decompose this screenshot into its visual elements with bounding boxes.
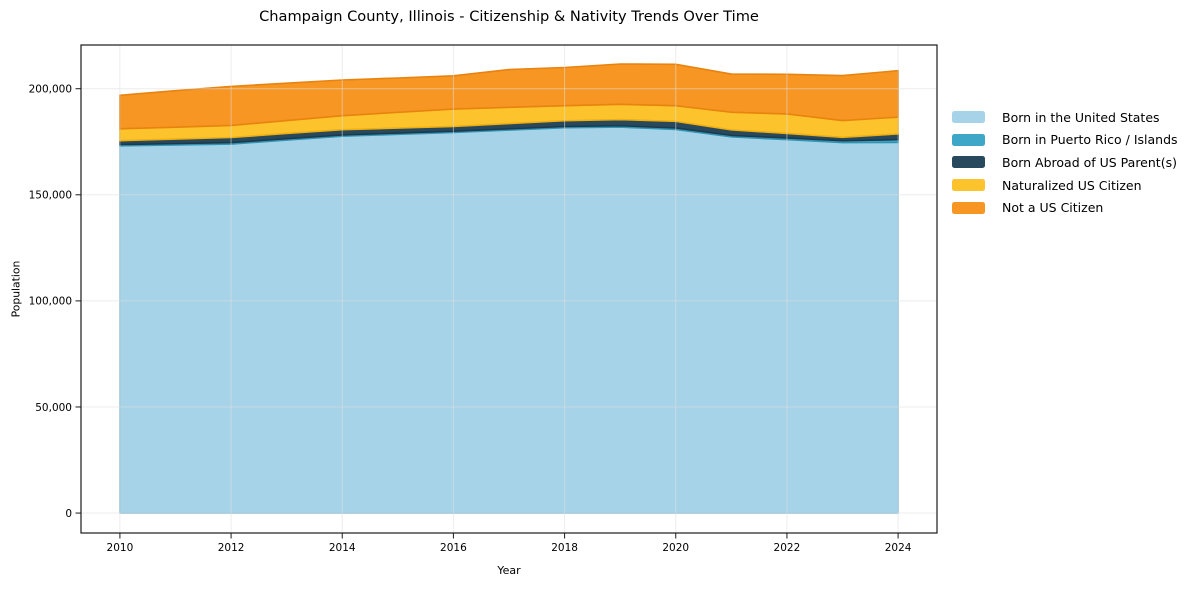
x-tick-label: 2010 [107, 542, 134, 554]
legend: Born in the United States Born in Puerto… [952, 106, 1178, 219]
legend-swatch-born-us [952, 111, 985, 124]
x-tick-label: 2014 [329, 542, 356, 554]
y-tick-label: 50,000 [35, 402, 72, 414]
plot-spines [80, 44, 938, 534]
legend-item: Not a US Citizen [952, 196, 1178, 219]
legend-swatch-born-pr [952, 133, 985, 146]
x-tick-label: 2024 [885, 542, 912, 554]
legend-swatch-not-citizen [952, 201, 985, 214]
legend-label: Naturalized US Citizen [1002, 177, 1142, 193]
x-tick-label: 2020 [662, 542, 689, 554]
x-tick-label: 2012 [218, 542, 245, 554]
legend-swatch-naturalized [952, 179, 985, 192]
legend-item: Born in the United States [952, 106, 1178, 129]
x-tick-label: 2016 [440, 542, 467, 554]
x-axis-label: Year [497, 564, 521, 577]
legend-label: Born in Puerto Rico / Islands [1002, 132, 1178, 148]
legend-item: Born in Puerto Rico / Islands [952, 129, 1178, 152]
legend-item: Naturalized US Citizen [952, 174, 1178, 197]
legend-swatch-born-abroad [952, 156, 985, 169]
area-born-in-the-united-states [119, 126, 899, 514]
y-tick-label: 0 [65, 508, 72, 520]
legend-label: Not a US Citizen [1002, 200, 1104, 216]
y-axis-label: Population [9, 260, 23, 318]
y-tick-label: 200,000 [29, 84, 72, 96]
legend-item: Born Abroad of US Parent(s) [952, 151, 1178, 174]
x-tick-label: 2018 [551, 542, 578, 554]
y-tick-label: 100,000 [29, 296, 72, 308]
legend-label: Born Abroad of US Parent(s) [1002, 154, 1177, 170]
legend-label: Born in the United States [1002, 109, 1160, 125]
x-tick-label: 2022 [774, 542, 801, 554]
chart-title: Champaign County, Illinois - Citizenship… [259, 8, 759, 25]
y-tick-label: 150,000 [29, 190, 72, 202]
